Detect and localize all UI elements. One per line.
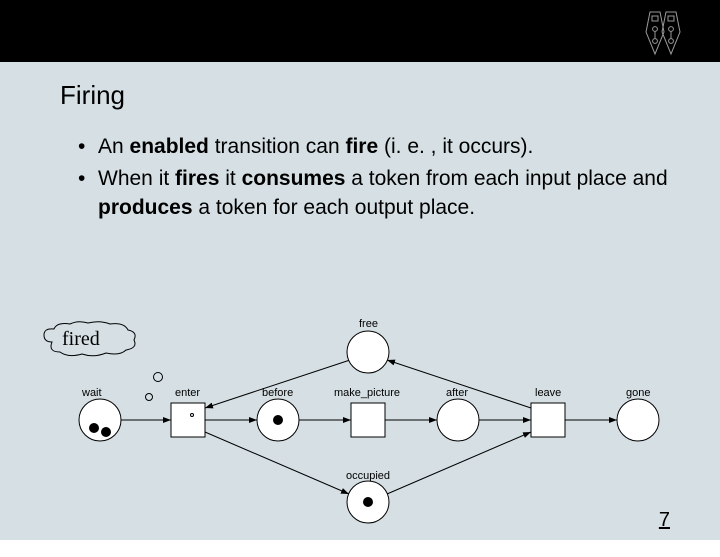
petri-label: free [359,318,378,330]
slide-content: Firing An enabled transition can fire (i… [0,62,720,540]
token [89,423,99,433]
slide-title: Firing [60,80,680,111]
petri-label: make_picture [334,387,400,399]
petri-label: after [446,387,468,399]
transition-make_picture [351,403,385,437]
bullet-item: An enabled transition can fire (i. e. , … [78,133,680,161]
logo-icon [636,8,690,58]
place-after [437,399,479,441]
page-number: 7 [659,509,670,532]
petri-label: occupied [346,470,390,482]
petri-label: gone [626,387,650,399]
token [101,427,111,437]
petri-label: before [262,387,293,399]
token [273,415,283,425]
petri-label: enter [175,387,200,399]
petri-label: leave [535,387,561,399]
place-wait [79,399,121,441]
petri-label: wait [82,387,102,399]
bullet-item: When it fires it consumes a token from e… [78,165,680,222]
place-gone [617,399,659,441]
flying-token [145,393,153,401]
petri-net-diagram: wait enter before make_picture after leave gon… [30,312,690,552]
flying-token [153,372,163,382]
bullet-list: An enabled transition can fire (i. e. , … [78,133,680,222]
transition-enter [171,403,205,437]
transition-leave [531,403,565,437]
place-free [347,331,389,373]
token [363,497,373,507]
header-bar [0,0,720,62]
